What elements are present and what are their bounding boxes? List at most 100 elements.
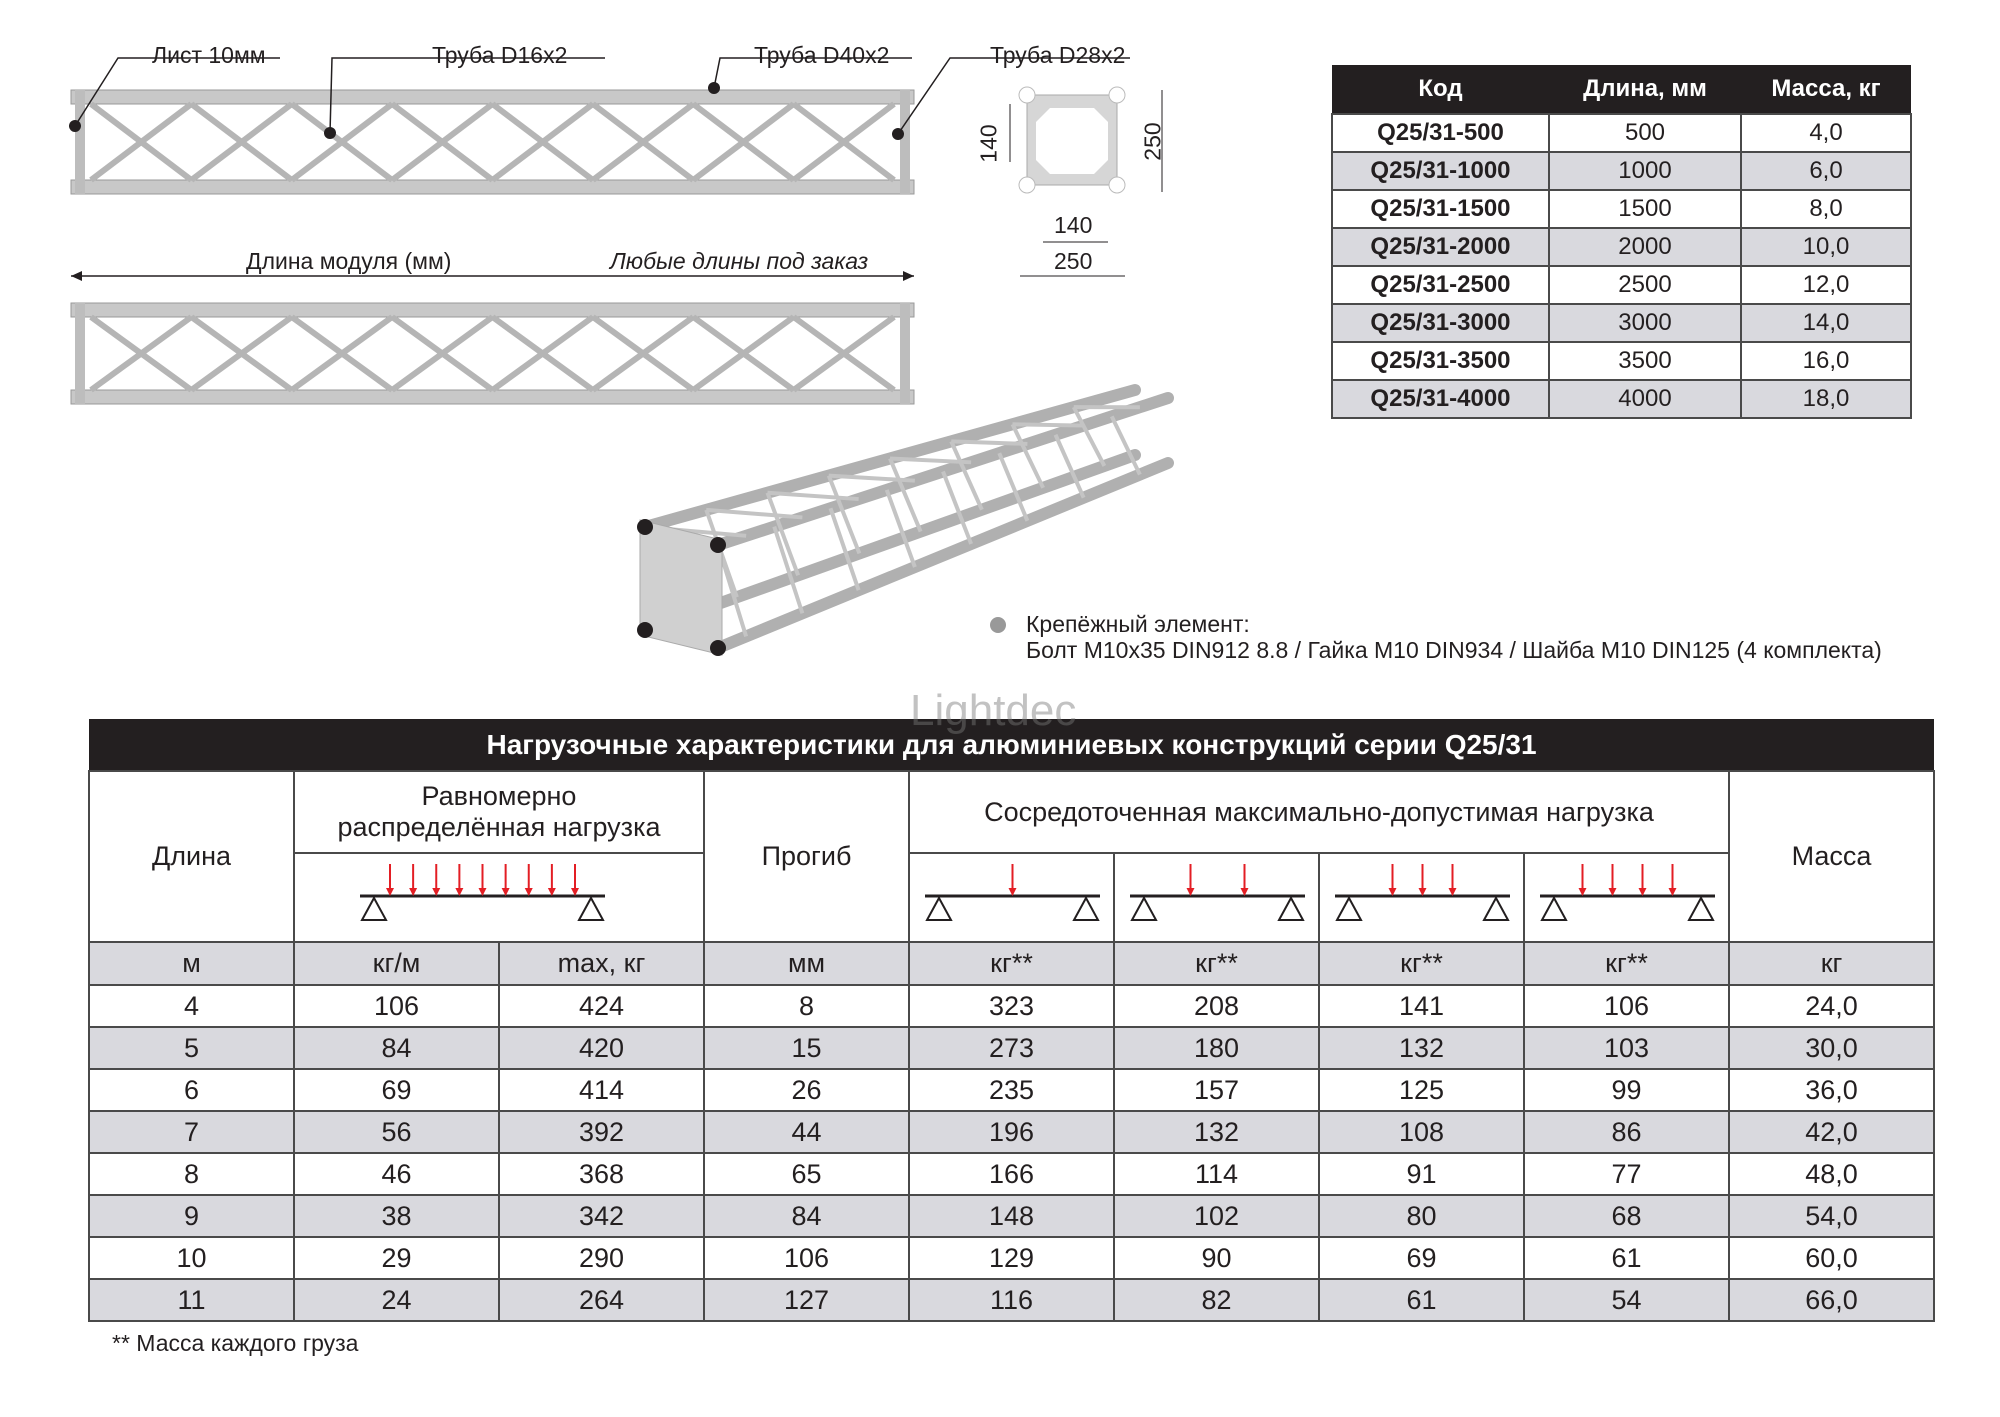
leader-line xyxy=(897,57,1130,135)
fastener-dot-icon xyxy=(990,617,1006,633)
diagonal xyxy=(791,101,896,183)
load-arrow-head-icon xyxy=(524,888,533,896)
label-module-length: Длина модуля (мм) xyxy=(246,248,452,274)
load-cell: 26 xyxy=(703,1068,910,1112)
end-plate xyxy=(75,303,85,404)
diagonal xyxy=(1010,423,1045,489)
load-cell: 323 xyxy=(908,984,1115,1028)
load-cell: 368 xyxy=(498,1152,705,1196)
diagonal xyxy=(490,101,595,183)
load-cell: 68 xyxy=(1523,1194,1730,1238)
support-triangle-icon xyxy=(1072,895,1100,921)
load-arrow-head-icon xyxy=(1240,888,1249,896)
load-cell: 208 xyxy=(1113,984,1320,1028)
load-table-title: Нагрузочные характеристики для алюминиев… xyxy=(89,719,1935,771)
header-uniform-load: Равномерно распределённая нагрузка xyxy=(293,770,705,854)
code-cell: Q25/31-1500 xyxy=(1331,189,1550,229)
load-cell: 342 xyxy=(498,1194,705,1238)
truss-side xyxy=(70,302,915,405)
point-load-diagram-4 xyxy=(1523,852,1730,943)
load-cell: 141 xyxy=(1318,984,1525,1028)
diagonal xyxy=(826,474,862,555)
top-chord xyxy=(70,302,915,318)
diagonal xyxy=(1071,406,1107,467)
diagonal xyxy=(828,507,861,591)
load-row: 5 84 420 15 273 180 132 103 30,0 xyxy=(88,1026,1936,1070)
tube-icon xyxy=(1108,176,1126,194)
load-cell: 24 xyxy=(293,1278,500,1322)
leader-line xyxy=(74,57,280,127)
load-cell: 29 xyxy=(293,1236,500,1280)
fastener-text: Болт M10x35 DIN912 8.8 / Гайка M10 DIN93… xyxy=(1026,637,1882,663)
diagonal xyxy=(490,314,595,393)
chord-tube xyxy=(712,457,1174,654)
octagon-opening xyxy=(1036,108,1108,174)
load-cell: 84 xyxy=(703,1194,910,1238)
unit-cell: max, кг xyxy=(498,941,705,986)
load-cell: 235 xyxy=(908,1068,1115,1112)
diagonal xyxy=(89,101,194,183)
load-cell: 127 xyxy=(703,1278,910,1322)
spec-row: Q25/31-1500 1500 8,0 xyxy=(1331,189,1912,229)
spec-row: Q25/31-2000 2000 10,0 xyxy=(1331,227,1912,267)
header-mass: Масса, кг xyxy=(1741,65,1911,114)
load-arrow-head-icon xyxy=(432,888,441,896)
support-triangle-icon xyxy=(1335,895,1363,921)
load-cell: 82 xyxy=(1113,1278,1320,1322)
load-arrow-head-icon xyxy=(1388,888,1397,896)
spec-table: Код Длина, мм Масса, кг Q25/31-500 500 4,0… xyxy=(1331,65,1912,419)
load-arrow-head-icon xyxy=(501,888,510,896)
load-arrow-head-icon xyxy=(409,888,418,896)
tube-end-icon xyxy=(710,640,726,656)
length-cell: 2500 xyxy=(1547,265,1743,305)
diagonal xyxy=(591,101,696,183)
diagonal xyxy=(1012,422,1084,428)
load-cell: 157 xyxy=(1113,1068,1320,1112)
top-chord xyxy=(70,89,915,105)
header-mass: Масса xyxy=(1727,770,1936,943)
spec-row: Q25/31-2500 2500 12,0 xyxy=(1331,265,1912,305)
tube-end-icon xyxy=(637,519,653,535)
length-cell: 3500 xyxy=(1547,341,1743,381)
watermark: Lightdec xyxy=(910,686,1077,735)
mass-cell: 6,0 xyxy=(1740,151,1912,191)
fastener-title: Крепёжный элемент: xyxy=(1026,611,1250,637)
load-cell: 80 xyxy=(1318,1194,1525,1238)
spec-row: Q25/31-1000 1000 6,0 xyxy=(1331,151,1912,191)
dim-outer-horizontal: 250 xyxy=(1054,248,1093,274)
load-row: 11 24 264 127 116 82 61 54 66,0 xyxy=(88,1278,1936,1322)
diagonal xyxy=(390,314,495,393)
bolt-dot-icon xyxy=(324,127,336,139)
code-cell: Q25/31-1000 xyxy=(1331,151,1550,191)
support-triangle-icon xyxy=(1482,895,1510,921)
diagonal xyxy=(951,439,1028,446)
load-cell: 42,0 xyxy=(1727,1110,1936,1154)
load-arrow-head-icon xyxy=(1448,888,1457,896)
load-arrow-head-icon xyxy=(386,888,394,896)
load-cell: 56 xyxy=(293,1110,500,1154)
load-cell: 66,0 xyxy=(1727,1278,1936,1322)
load-cell: 264 xyxy=(498,1278,705,1322)
load-row: 8 46 368 65 166 114 91 77 48,0 xyxy=(88,1152,1936,1196)
diagonal xyxy=(791,314,896,393)
unit-cell: кг/м xyxy=(293,941,500,986)
bolt-dot-icon xyxy=(892,128,904,140)
diagonal xyxy=(765,492,801,577)
load-arrow-head-icon xyxy=(1668,888,1677,896)
leader-line xyxy=(329,57,605,134)
diagonal xyxy=(390,101,495,183)
dim-inner-horizontal: 140 xyxy=(1054,212,1093,238)
unit-cell: м xyxy=(88,941,295,986)
unit-cell: кг** xyxy=(1523,941,1730,986)
header-length: Длина, мм xyxy=(1548,65,1742,114)
code-cell: Q25/31-2500 xyxy=(1331,265,1550,305)
point-load-diagram-1 xyxy=(908,852,1115,943)
load-cell: 65 xyxy=(703,1152,910,1196)
code-cell: Q25/31-4000 xyxy=(1331,379,1550,419)
load-cell: 106 xyxy=(703,1236,910,1280)
load-row: 4 106 424 8 323 208 141 106 24,0 xyxy=(88,984,1936,1028)
support-triangle-icon xyxy=(925,895,953,921)
unit-cell: кг** xyxy=(908,941,1115,986)
load-cell: 11 xyxy=(88,1278,295,1322)
load-cell: 108 xyxy=(1318,1110,1525,1154)
